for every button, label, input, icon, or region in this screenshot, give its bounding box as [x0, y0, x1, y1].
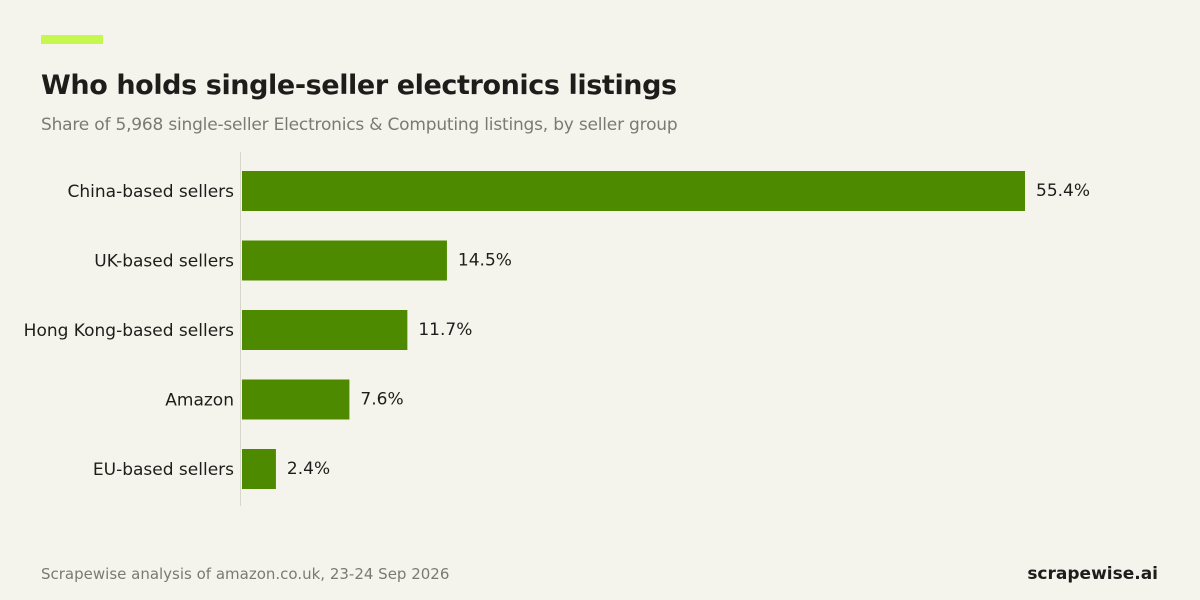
value-label-3: 7.6% [360, 390, 403, 410]
accent-bar [41, 35, 103, 44]
category-label-4: EU-based sellers [93, 460, 234, 480]
bar-4 [242, 449, 276, 489]
category-label-3: Amazon [165, 391, 234, 411]
brand-logo-text: scrapewise.ai [1027, 564, 1158, 584]
value-label-2: 11.7% [418, 320, 472, 340]
chart-title: Who holds single-seller electronics list… [41, 70, 677, 101]
value-label-0: 55.4% [1036, 181, 1090, 201]
bar-0 [242, 171, 1025, 211]
bar-2 [242, 310, 408, 350]
bar-1 [242, 240, 447, 281]
value-label-4: 2.4% [287, 459, 330, 479]
chart-subtitle: Share of 5,968 single-seller Electronics… [41, 115, 678, 135]
value-label-1: 14.5% [458, 251, 512, 271]
category-label-0: China-based sellers [68, 182, 235, 202]
category-label-2: Hong Kong-based sellers [24, 321, 234, 341]
category-label-1: UK-based sellers [94, 252, 234, 272]
bars-group: China-based sellers 55.4% UK-based sellers… [24, 171, 1090, 489]
bar-3 [242, 379, 350, 420]
source-note: Scrapewise analysis of amazon.co.uk, 23-… [41, 565, 450, 583]
